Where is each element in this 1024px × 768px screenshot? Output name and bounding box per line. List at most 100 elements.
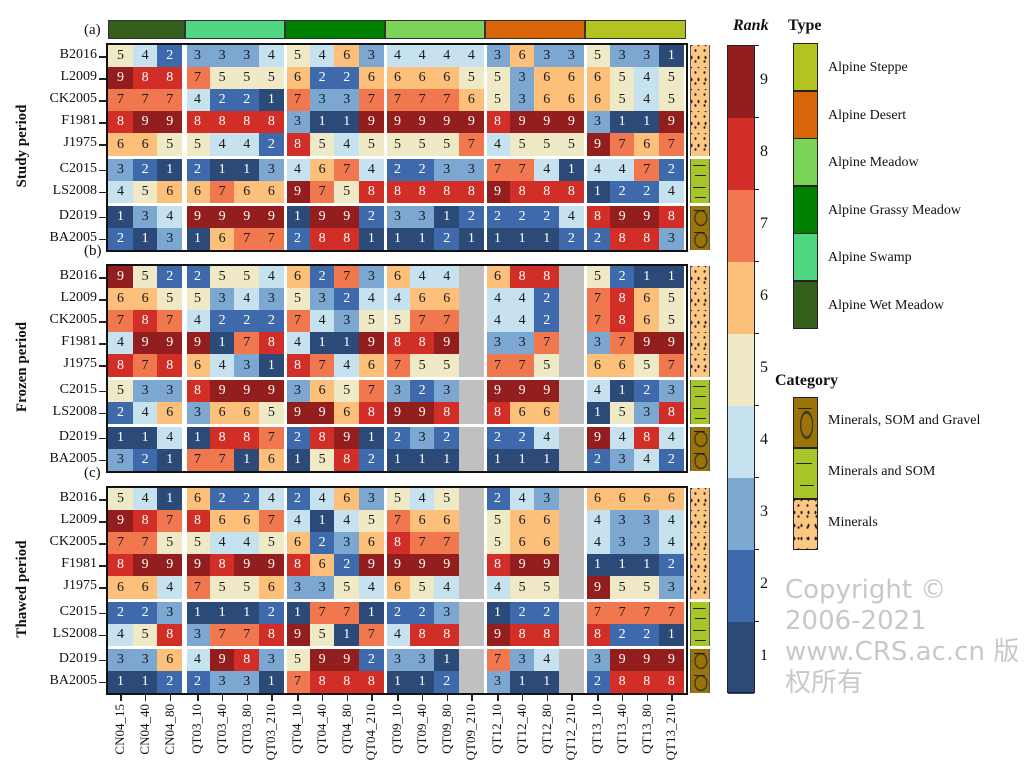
heatmap-cell: 3 <box>157 379 183 402</box>
heatmap-cell <box>558 448 584 472</box>
heatmap-cell: 2 <box>132 448 158 472</box>
category-strip <box>690 89 710 112</box>
row-tick <box>99 299 106 301</box>
heatmap-cell: 4 <box>458 45 484 68</box>
x-tick-label: QT03_10 <box>189 703 205 754</box>
heatmap-cell: 7 <box>409 532 435 555</box>
heatmap-cell: 3 <box>585 648 611 672</box>
heatmap-cell: 5 <box>285 648 311 672</box>
heatmap-cell: 7 <box>309 354 335 377</box>
heatmap-cell: 5 <box>108 488 134 511</box>
heatmap-cell <box>458 266 484 289</box>
heatmap-cell: 3 <box>258 288 284 311</box>
heatmap-cell <box>458 354 484 377</box>
heatmap-cell: 6 <box>509 510 535 533</box>
heatmap-cell: 8 <box>558 180 584 203</box>
colorbar-tick-label: 5 <box>760 359 768 376</box>
heatmap-cell: 3 <box>108 448 134 472</box>
colorbar-tick <box>754 261 759 262</box>
colorbar-tick-label: 2 <box>760 575 768 592</box>
heatmap-cell: 6 <box>234 510 260 533</box>
heatmap-cell: 9 <box>409 111 435 134</box>
heatmap-cell: 8 <box>534 266 560 289</box>
heatmap-cell: 4 <box>534 426 560 450</box>
group-separator <box>183 45 187 250</box>
heatmap-cell: 2 <box>234 488 260 511</box>
group-separator <box>583 266 587 471</box>
heatmap-cell: 3 <box>157 227 183 251</box>
x-tick <box>546 694 548 701</box>
heatmap-cell: 6 <box>108 576 134 599</box>
heatmap-cell: 9 <box>358 111 384 134</box>
heatmap-cell: 9 <box>409 401 435 424</box>
heatmap-cell: 4 <box>409 45 435 68</box>
heatmap-cell: 5 <box>585 45 611 68</box>
type-bar-QT13 <box>585 20 686 39</box>
heatmap-cell: 1 <box>258 89 284 112</box>
heatmap-cell: 2 <box>108 227 134 251</box>
heatmap-cell: 3 <box>132 205 158 229</box>
category-strip <box>690 648 710 672</box>
heatmap-cell: 2 <box>658 448 684 472</box>
heatmap-cell: 5 <box>285 288 311 311</box>
x-tick-label: QT12_10 <box>489 703 505 754</box>
heatmap-cell: 2 <box>485 488 511 511</box>
row-label: LS2008 <box>52 403 97 419</box>
heatmap-cell: 4 <box>234 532 260 555</box>
type-legend-swatch <box>793 280 818 329</box>
heatmap-cell: 9 <box>185 332 211 355</box>
heatmap-cell: 2 <box>485 426 511 450</box>
heatmap-cell: 3 <box>185 45 211 68</box>
heatmap-cell <box>558 266 584 289</box>
heatmap-cell: 4 <box>534 158 560 181</box>
category-strip <box>690 180 710 204</box>
row-tick <box>99 191 106 194</box>
heatmap-cell: 4 <box>209 532 235 555</box>
heatmap-cell: 6 <box>658 488 684 511</box>
group-separator <box>583 45 587 250</box>
x-tick <box>169 694 171 701</box>
row-label: L2009 <box>60 69 97 85</box>
heatmap-cell: 2 <box>658 158 684 181</box>
heatmap-cell: 4 <box>634 89 660 112</box>
type-bar-QT04 <box>285 20 385 39</box>
heatmap-cell: 8 <box>108 354 134 377</box>
category-strip <box>690 554 710 577</box>
heatmap-cell: 4 <box>509 310 535 333</box>
heatmap-cell: 4 <box>157 576 183 599</box>
row-tick <box>99 78 106 80</box>
category-strip <box>690 45 710 68</box>
heatmap-cell: 8 <box>434 623 460 646</box>
heatmap-cell: 5 <box>409 354 435 377</box>
heatmap-cell: 1 <box>385 448 411 472</box>
heatmap-cell: 3 <box>334 310 360 333</box>
heatmap-cell: 5 <box>132 266 158 289</box>
heatmap-cell: 6 <box>309 158 335 181</box>
heatmap-cell: 9 <box>585 133 611 156</box>
heatmap-cell: 6 <box>558 67 584 90</box>
heatmap-cell: 6 <box>285 266 311 289</box>
x-tick-label: CN04_40 <box>136 703 152 755</box>
heatmap-cell: 2 <box>209 310 235 333</box>
heatmap-cell: 2 <box>185 158 211 181</box>
colorbar-tick <box>754 477 759 478</box>
heatmap-cell: 7 <box>285 89 311 112</box>
heatmap-cell: 3 <box>209 45 235 68</box>
heatmap-cell: 1 <box>558 158 584 181</box>
x-tick <box>446 694 448 701</box>
heatmap-cell: 2 <box>132 601 158 624</box>
heatmap-cell: 5 <box>385 488 411 511</box>
heatmap-cell: 1 <box>234 601 260 624</box>
heatmap-cell: 1 <box>309 510 335 533</box>
heatmap-cell: 1 <box>209 332 235 355</box>
colorbar-segment-8 <box>728 117 754 190</box>
colorbar-tick-label: 4 <box>760 431 768 448</box>
heatmap-cell: 9 <box>157 332 183 355</box>
heatmap-cell: 9 <box>658 332 684 355</box>
row-tick <box>99 437 106 440</box>
heatmap-cell: 3 <box>385 379 411 402</box>
group-separator <box>483 45 487 250</box>
x-tick-label: QT04_10 <box>289 703 305 754</box>
heatmap-cell: 4 <box>157 426 183 450</box>
heatmap-cell: 2 <box>609 180 635 203</box>
